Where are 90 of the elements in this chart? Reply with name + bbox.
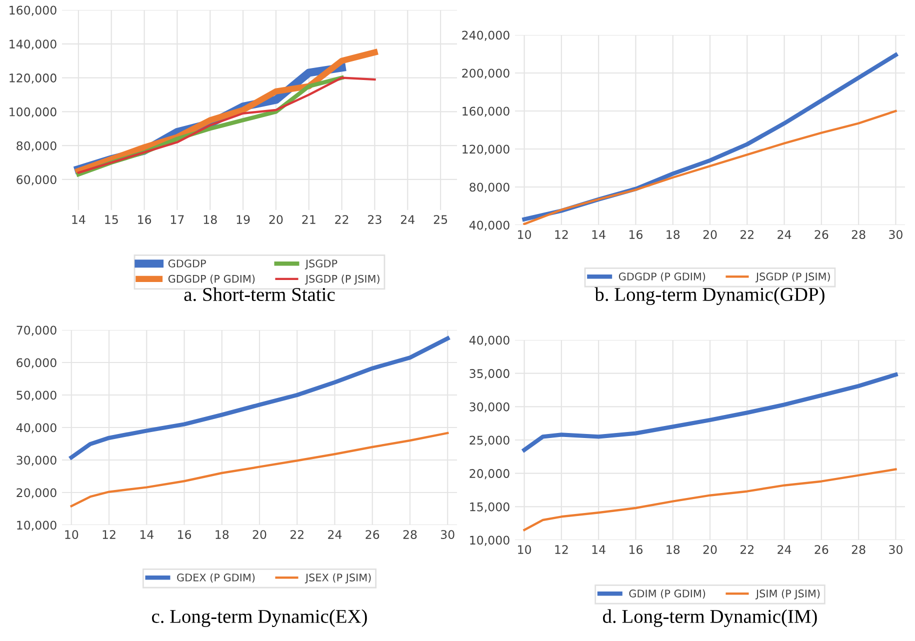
x-tick-label: 16 [630, 230, 642, 239]
x-tick-label: 28 [403, 530, 417, 539]
y-tick-label: 50,000 [16, 390, 56, 401]
x-tick-label: 23 [368, 215, 382, 224]
x-tick-label: 19 [236, 215, 250, 224]
y-tick-label: 70,000 [16, 326, 56, 336]
y-tick-label: 240,000 [462, 30, 510, 41]
y-tick-label: 200,000 [462, 68, 510, 79]
x-tick-label: 28 [852, 545, 866, 554]
line-series [523, 468, 897, 532]
x-tick-label: 16 [178, 530, 192, 539]
x-tick-label: 20 [703, 230, 717, 239]
x-tick-label: 21 [302, 215, 316, 224]
x-tick-label: 14 [592, 545, 606, 554]
y-tick-label: 30,000 [16, 456, 56, 466]
legend-label: JSGDP (P JSIM) [304, 274, 380, 285]
y-tick-label: 40,000 [469, 336, 510, 346]
x-tick-label: 16 [138, 215, 152, 224]
legend-label: JSEX (P JSIM) [304, 573, 371, 584]
y-tick-label: 40,000 [16, 423, 56, 434]
x-tick-label: 20 [703, 545, 717, 554]
line-series [523, 110, 897, 225]
legend-label: GDGDP (P GDIM) [618, 272, 706, 282]
line-series [70, 432, 449, 508]
text: d. Long-term Dynamic(IM) [602, 609, 817, 627]
x-tick-label: 20 [269, 215, 283, 224]
y-tick-label: 20,000 [470, 469, 510, 480]
y-tick-label: 25,000 [470, 436, 510, 446]
x-tick-label: 10 [518, 230, 532, 239]
x-tick-label: 10 [518, 545, 532, 554]
y-tick-label: 20,000 [16, 488, 56, 498]
x-tick-label: 18 [204, 215, 217, 224]
text: c. Long-term Dynamic(EX) [152, 609, 367, 627]
legend-label: GDEX (P GDIM) [177, 573, 255, 583]
y-tick-label: 120,000 [462, 144, 510, 155]
x-tick-label: 14 [592, 230, 606, 239]
x-tick-label: 18 [666, 230, 680, 239]
x-tick-label: 24 [328, 530, 342, 539]
x-tick-label: 17 [170, 215, 184, 224]
x-tick-label: 26 [814, 545, 828, 554]
x-tick-label: 22 [290, 530, 304, 539]
x-tick-label: 24 [778, 230, 792, 239]
x-tick-label: 12 [555, 230, 568, 239]
x-tick-label: 24 [400, 215, 414, 224]
text: a. Short-term Static [184, 287, 335, 302]
y-tick-label: 80,000 [470, 182, 510, 193]
x-tick-label: 30 [440, 530, 454, 539]
line-series [522, 372, 898, 452]
legend-label: GDIM (P GDIM) [629, 589, 706, 599]
x-tick-label: 14 [140, 530, 154, 539]
x-tick-label: 28 [852, 230, 866, 239]
legend-label: JSGDP [304, 260, 338, 270]
x-tick-label: 12 [555, 545, 568, 554]
x-tick-label: 10 [65, 530, 78, 539]
y-tick-label: 15,000 [470, 502, 510, 513]
y-tick-label: 60,000 [16, 175, 56, 186]
x-tick-label: 15 [105, 215, 118, 224]
y-tick-label: 160,000 [10, 6, 56, 16]
text: b. Long-term Dynamic(GDP) [594, 287, 824, 305]
x-tick-label: 18 [216, 530, 229, 539]
y-tick-label: 80,000 [16, 141, 56, 152]
legend-label: GDGDP [168, 260, 206, 268]
x-tick-label: 22 [740, 545, 754, 554]
legend-label: GDGDP (P GDIM) [168, 274, 255, 284]
line-series [69, 336, 450, 460]
y-tick-label: 140,000 [10, 40, 56, 50]
x-tick-label: 25 [434, 215, 448, 224]
x-tick-label: 30 [889, 230, 902, 239]
y-tick-label: 40,000 [469, 220, 510, 231]
y-tick-label: 10,000 [17, 520, 56, 531]
x-tick-label: 24 [778, 545, 792, 554]
x-tick-label: 14 [72, 215, 86, 224]
y-tick-label: 10,000 [470, 536, 510, 546]
legend-label: JSGDP (P JSIM) [755, 272, 830, 282]
legend-label: JSIM (P JSIM) [755, 589, 820, 600]
y-tick-label: 35,000 [470, 369, 510, 380]
x-tick-label: 12 [102, 530, 116, 539]
y-tick-label: 60,000 [16, 358, 56, 368]
y-tick-label: 30,000 [470, 402, 510, 413]
x-tick-label: 26 [814, 230, 828, 239]
x-tick-label: 30 [889, 545, 902, 554]
x-tick-label: 16 [630, 545, 642, 554]
x-tick-label: 20 [252, 530, 266, 539]
x-tick-label: 18 [666, 545, 680, 554]
x-tick-label: 26 [366, 530, 380, 539]
x-tick-label: 22 [740, 230, 754, 239]
y-tick-label: 120,000 [10, 74, 56, 84]
x-tick-label: 22 [335, 215, 348, 224]
y-tick-label: 160,000 [462, 106, 510, 117]
y-tick-label: 100,000 [10, 107, 56, 118]
